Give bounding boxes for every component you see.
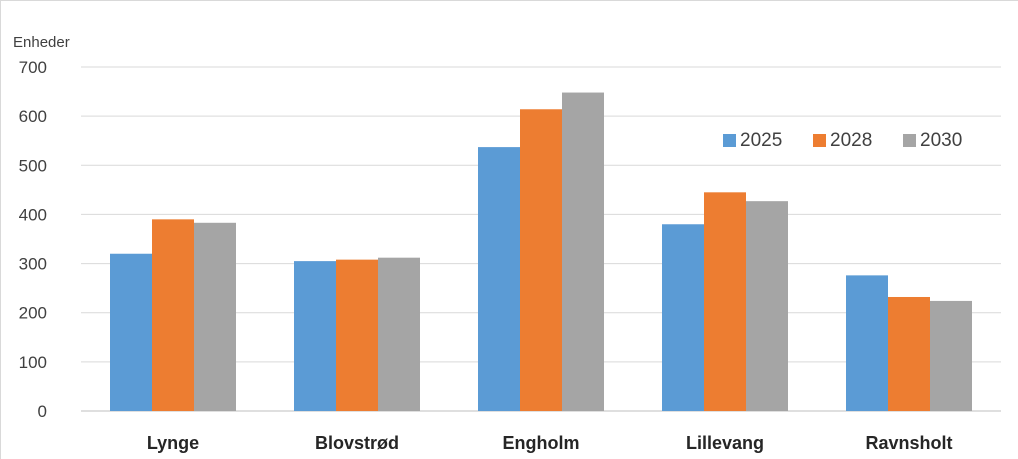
bars xyxy=(110,92,972,412)
bar-2025-lillevang xyxy=(662,224,704,411)
bar-2025-engholm xyxy=(478,147,520,412)
category-label: Lynge xyxy=(147,433,199,453)
bar-2028-ravnsholt xyxy=(888,296,930,411)
category-label: Lillevang xyxy=(686,433,764,453)
bar-2028-engholm xyxy=(520,109,562,412)
bar-2025-lynge xyxy=(110,253,152,411)
y-tick-label: 400 xyxy=(19,205,47,224)
legend-label: 2025 xyxy=(740,130,782,151)
y-tick-label: 100 xyxy=(19,353,47,372)
bar-2030-lillevang xyxy=(746,201,788,411)
bar-2028-lynge xyxy=(152,219,194,411)
legend-swatch xyxy=(723,134,736,147)
category-labels: Lynge Blovstrød Engholm Lillevang Ravnsholt xyxy=(147,433,953,453)
bar-2025-ravnsholt xyxy=(846,275,888,411)
y-tick-label: 700 xyxy=(19,58,47,77)
legend-label: 2028 xyxy=(830,130,872,151)
bar-2030-blovstrød xyxy=(378,257,420,411)
category-label: Ravnsholt xyxy=(865,433,952,453)
bar-2028-blovstrød xyxy=(336,259,378,411)
bar-2030-lynge xyxy=(194,222,236,411)
legend: 2025 2028 2030 xyxy=(723,130,962,151)
y-tick-label: 600 xyxy=(19,107,47,126)
bar-2030-engholm xyxy=(562,92,604,411)
y-tick-label: 200 xyxy=(19,304,47,323)
legend-label: 2030 xyxy=(920,130,962,151)
legend-swatch xyxy=(813,134,826,147)
y-axis-label: Enheder xyxy=(13,34,70,51)
bar-2025-blovstrød xyxy=(294,261,336,411)
category-label: Engholm xyxy=(503,433,580,453)
y-tick-labels: 0 100 200 300 400 500 600 700 xyxy=(19,58,47,421)
category-label: Blovstrød xyxy=(315,433,399,453)
bar-2030-ravnsholt xyxy=(930,300,972,411)
legend-swatch xyxy=(903,134,916,147)
bar-2028-lillevang xyxy=(704,192,746,411)
y-tick-label: 300 xyxy=(19,255,47,274)
y-tick-label: 0 xyxy=(38,402,47,421)
y-tick-label: 500 xyxy=(19,156,47,175)
